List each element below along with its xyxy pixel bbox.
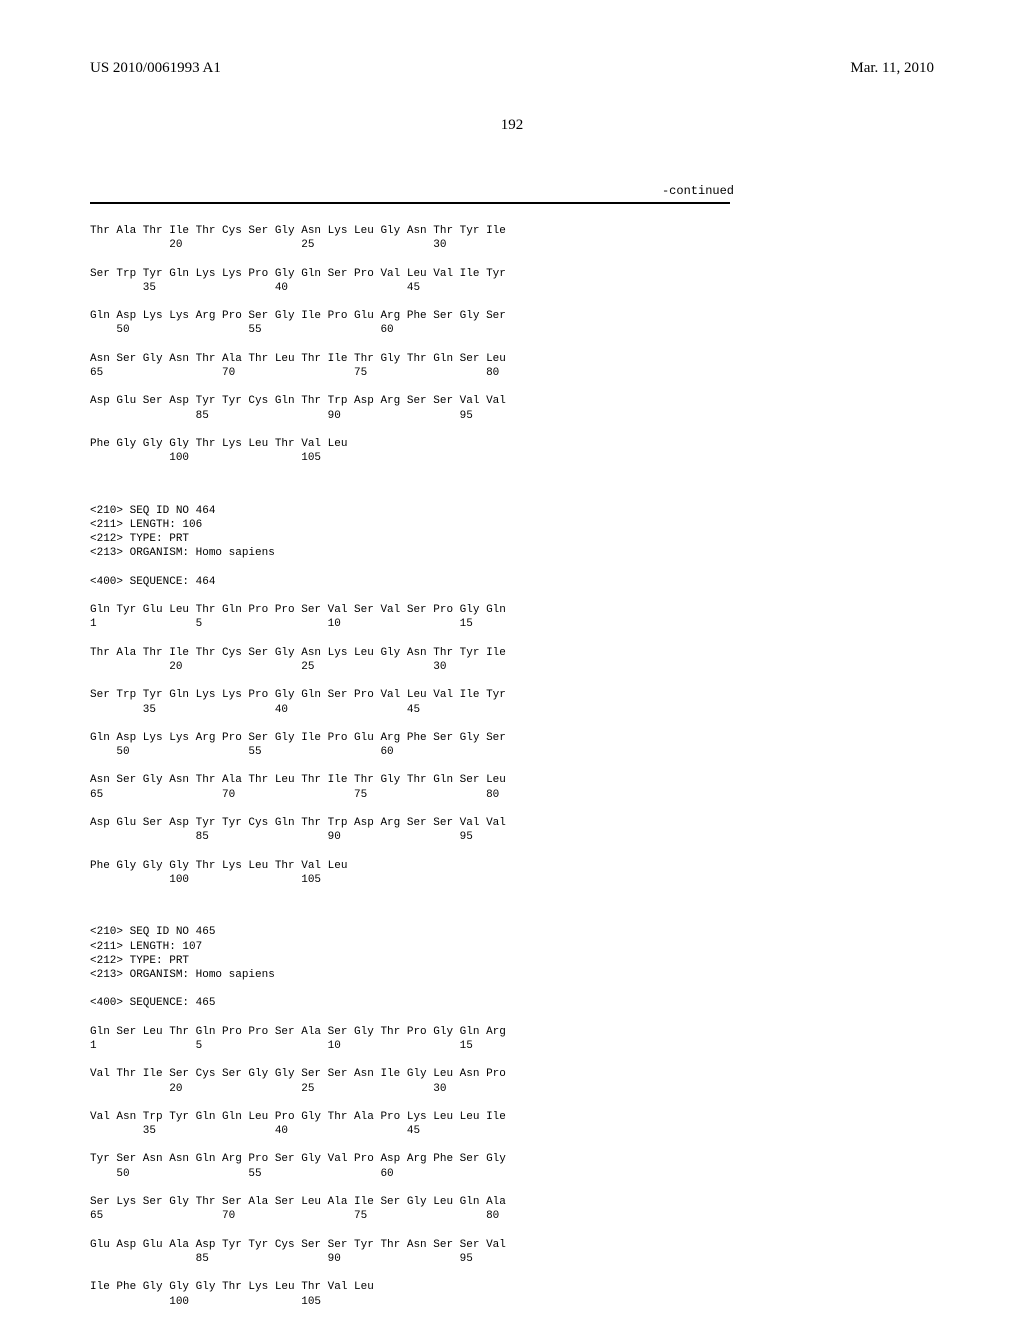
residue-row: Ser Lys Ser Gly Thr Ser Ala Ser Leu Ala … <box>90 1195 934 1209</box>
position-row: 85 90 95 <box>90 409 934 423</box>
residue-row: Gln Asp Lys Lys Arg Pro Ser Gly Ile Pro … <box>90 309 934 323</box>
sequence-block: Gln Ser Leu Thr Gln Pro Pro Ser Ala Ser … <box>90 1025 934 1309</box>
row-spacer <box>90 1138 934 1152</box>
position-row: 50 55 60 <box>90 1167 934 1181</box>
row-spacer <box>90 717 934 731</box>
residue-row: Thr Ala Thr Ile Thr Cys Ser Gly Asn Lys … <box>90 646 934 660</box>
residue-row: Gln Ser Leu Thr Gln Pro Pro Ser Ala Ser … <box>90 1025 934 1039</box>
row-spacer <box>90 845 934 859</box>
position-row: 20 25 30 <box>90 660 934 674</box>
position-row: 65 70 75 80 <box>90 366 934 380</box>
sequence-block: Thr Ala Thr Ile Thr Cys Ser Gly Asn Lys … <box>90 224 934 466</box>
patent-number: US 2010/0061993 A1 <box>90 60 221 77</box>
row-spacer <box>90 632 934 646</box>
position-row: 50 55 60 <box>90 323 934 337</box>
sequence-header-line: <400> SEQUENCE: 465 <box>90 996 934 1010</box>
metadata-line: <213> ORGANISM: Homo sapiens <box>90 546 934 560</box>
position-row: 20 25 30 <box>90 1082 934 1096</box>
sequence-content: Thr Ala Thr Ile Thr Cys Ser Gly Asn Lys … <box>90 224 934 1309</box>
metadata-line: <211> LENGTH: 106 <box>90 518 934 532</box>
page-header: US 2010/0061993 A1 Mar. 11, 2010 <box>90 60 934 77</box>
metadata-line: <213> ORGANISM: Homo sapiens <box>90 968 934 982</box>
residue-row: Thr Ala Thr Ile Thr Cys Ser Gly Asn Lys … <box>90 224 934 238</box>
residue-row: Asn Ser Gly Asn Thr Ala Thr Leu Thr Ile … <box>90 352 934 366</box>
sequence-metadata: <210> SEQ ID NO 465<211> LENGTH: 107<212… <box>90 925 934 982</box>
position-row: 1 5 10 15 <box>90 1039 934 1053</box>
row-spacer <box>90 338 934 352</box>
metadata-line: <212> TYPE: PRT <box>90 532 934 546</box>
position-row: 35 40 45 <box>90 703 934 717</box>
position-row: 100 105 <box>90 1295 934 1309</box>
residue-row: Glu Asp Glu Ala Asp Tyr Tyr Cys Ser Ser … <box>90 1238 934 1252</box>
position-row: 65 70 75 80 <box>90 788 934 802</box>
position-row: 85 90 95 <box>90 830 934 844</box>
horizontal-rule <box>90 202 730 204</box>
row-spacer <box>90 423 934 437</box>
position-row: 65 70 75 80 <box>90 1209 934 1223</box>
residue-row: Val Thr Ile Ser Cys Ser Gly Gly Ser Ser … <box>90 1067 934 1081</box>
position-row: 35 40 45 <box>90 1124 934 1138</box>
residue-row: Ser Trp Tyr Gln Lys Lys Pro Gly Gln Ser … <box>90 688 934 702</box>
sequence-metadata: <210> SEQ ID NO 464<211> LENGTH: 106<212… <box>90 504 934 561</box>
sequence-header: <400> SEQUENCE: 464 <box>90 575 934 589</box>
patent-date: Mar. 11, 2010 <box>850 60 934 77</box>
residue-row: Tyr Ser Asn Asn Gln Arg Pro Ser Gly Val … <box>90 1152 934 1166</box>
position-row: 100 105 <box>90 451 934 465</box>
residue-row: Asn Ser Gly Asn Thr Ala Thr Leu Thr Ile … <box>90 773 934 787</box>
residue-row: Asp Glu Ser Asp Tyr Tyr Cys Gln Thr Trp … <box>90 816 934 830</box>
residue-row: Gln Asp Lys Lys Arg Pro Ser Gly Ile Pro … <box>90 731 934 745</box>
block-spacer <box>90 907 934 925</box>
sequence-header-line: <400> SEQUENCE: 464 <box>90 575 934 589</box>
row-spacer <box>90 1053 934 1067</box>
residue-row: Phe Gly Gly Gly Thr Lys Leu Thr Val Leu <box>90 859 934 873</box>
residue-row: Ile Phe Gly Gly Gly Thr Lys Leu Thr Val … <box>90 1280 934 1294</box>
position-row: 20 25 30 <box>90 238 934 252</box>
position-row: 100 105 <box>90 873 934 887</box>
row-spacer <box>90 674 934 688</box>
row-spacer <box>90 1224 934 1238</box>
position-row: 85 90 95 <box>90 1252 934 1266</box>
block-spacer <box>90 486 934 504</box>
residue-row: Ser Trp Tyr Gln Lys Lys Pro Gly Gln Ser … <box>90 267 934 281</box>
residue-row: Asp Glu Ser Asp Tyr Tyr Cys Gln Thr Trp … <box>90 394 934 408</box>
row-spacer <box>90 802 934 816</box>
row-spacer <box>90 759 934 773</box>
metadata-line: <211> LENGTH: 107 <box>90 940 934 954</box>
continued-label: -continued <box>90 184 934 198</box>
metadata-line: <210> SEQ ID NO 464 <box>90 504 934 518</box>
metadata-line: <212> TYPE: PRT <box>90 954 934 968</box>
metadata-line: <210> SEQ ID NO 465 <box>90 925 934 939</box>
position-row: 1 5 10 15 <box>90 617 934 631</box>
row-spacer <box>90 1181 934 1195</box>
residue-row: Phe Gly Gly Gly Thr Lys Leu Thr Val Leu <box>90 437 934 451</box>
residue-row: Val Asn Trp Tyr Gln Gln Leu Pro Gly Thr … <box>90 1110 934 1124</box>
position-row: 35 40 45 <box>90 281 934 295</box>
sequence-block: Gln Tyr Glu Leu Thr Gln Pro Pro Ser Val … <box>90 603 934 887</box>
row-spacer <box>90 1266 934 1280</box>
row-spacer <box>90 253 934 267</box>
row-spacer <box>90 295 934 309</box>
row-spacer <box>90 1096 934 1110</box>
position-row: 50 55 60 <box>90 745 934 759</box>
residue-row: Gln Tyr Glu Leu Thr Gln Pro Pro Ser Val … <box>90 603 934 617</box>
sequence-header: <400> SEQUENCE: 465 <box>90 996 934 1010</box>
page-number: 192 <box>90 117 934 134</box>
row-spacer <box>90 380 934 394</box>
